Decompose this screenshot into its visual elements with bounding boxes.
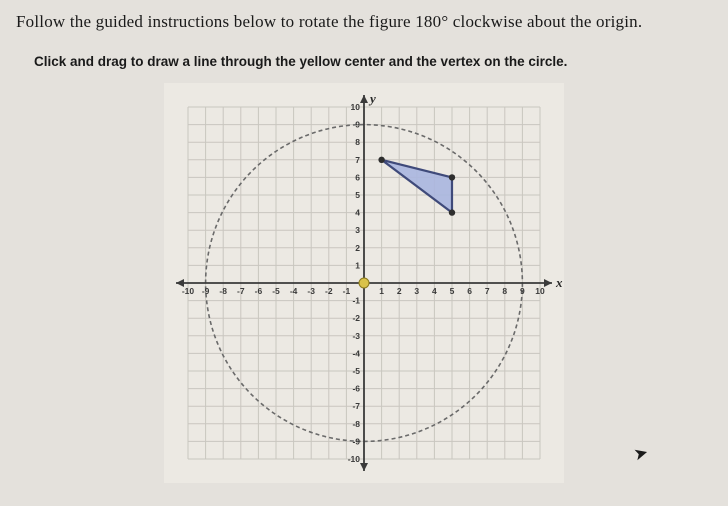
svg-text:4: 4 — [355, 208, 360, 218]
step-instruction: Click and drag to draw a line through th… — [34, 54, 712, 69]
svg-text:5: 5 — [450, 286, 455, 296]
title-suffix: clockwise about the origin. — [448, 12, 642, 31]
svg-text:-9: -9 — [202, 286, 210, 296]
svg-text:10: 10 — [351, 102, 361, 112]
svg-text:y: y — [368, 91, 376, 106]
svg-text:-3: -3 — [352, 331, 360, 341]
svg-text:-3: -3 — [307, 286, 315, 296]
svg-text:-4: -4 — [352, 348, 360, 358]
svg-text:5: 5 — [355, 190, 360, 200]
svg-text:-7: -7 — [237, 286, 245, 296]
svg-text:-6: -6 — [255, 286, 263, 296]
svg-text:-1: -1 — [352, 296, 360, 306]
svg-text:2: 2 — [397, 286, 402, 296]
svg-text:1: 1 — [355, 260, 360, 270]
svg-text:-8: -8 — [219, 286, 227, 296]
svg-text:-2: -2 — [325, 286, 333, 296]
svg-text:3: 3 — [355, 225, 360, 235]
svg-text:6: 6 — [467, 286, 472, 296]
svg-text:3: 3 — [414, 286, 419, 296]
svg-text:8: 8 — [502, 286, 507, 296]
svg-text:-2: -2 — [352, 313, 360, 323]
svg-text:8: 8 — [355, 137, 360, 147]
svg-text:-9: -9 — [352, 436, 360, 446]
svg-text:-4: -4 — [290, 286, 298, 296]
page-title: Follow the guided instructions below to … — [16, 12, 712, 32]
svg-text:-6: -6 — [352, 384, 360, 394]
svg-text:7: 7 — [355, 155, 360, 165]
svg-text:-1: -1 — [343, 286, 351, 296]
svg-text:6: 6 — [355, 172, 360, 182]
cursor-icon: ➤ — [631, 442, 650, 465]
svg-text:4: 4 — [432, 286, 437, 296]
svg-text:2: 2 — [355, 243, 360, 253]
title-prefix: Follow the guided instructions below to … — [16, 12, 415, 31]
title-degree: 180° — [415, 12, 448, 31]
svg-text:7: 7 — [485, 286, 490, 296]
svg-text:-5: -5 — [272, 286, 280, 296]
coordinate-graph[interactable]: -10-9-8-7-6-5-4-3-2-112345678910-10-9-8-… — [164, 83, 564, 483]
svg-text:-8: -8 — [352, 419, 360, 429]
svg-text:10: 10 — [535, 286, 545, 296]
svg-text:9: 9 — [355, 120, 360, 130]
svg-text:-10: -10 — [182, 286, 195, 296]
svg-text:-7: -7 — [352, 401, 360, 411]
svg-text:x: x — [555, 275, 563, 290]
svg-text:9: 9 — [520, 286, 525, 296]
svg-text:-5: -5 — [352, 366, 360, 376]
svg-text:-10: -10 — [348, 454, 361, 464]
svg-text:1: 1 — [379, 286, 384, 296]
